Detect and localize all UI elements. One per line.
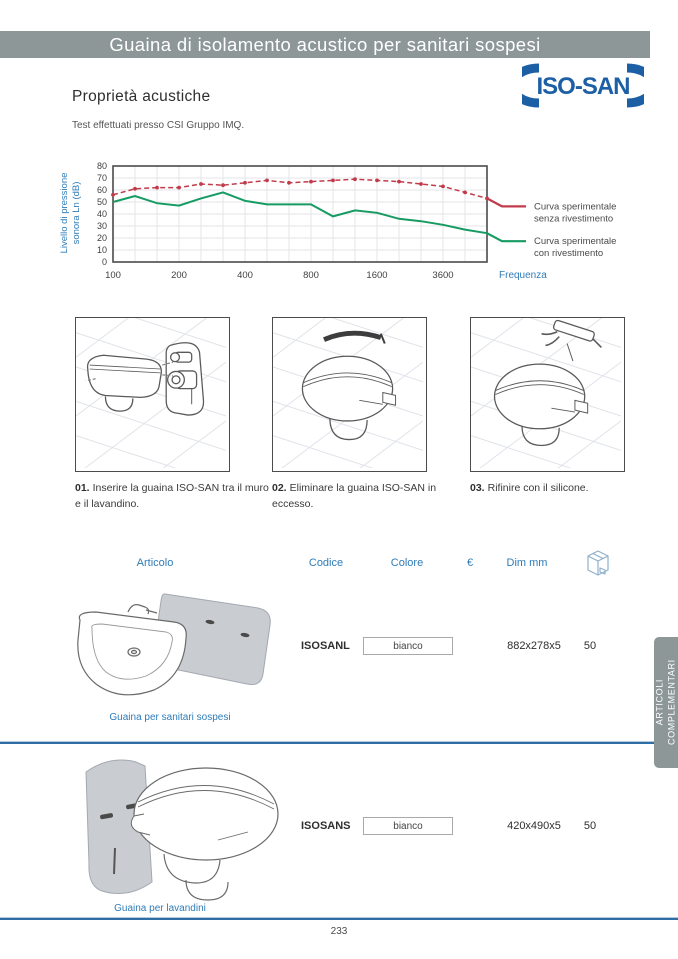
product-image-guaina-sanitari bbox=[77, 593, 271, 696]
step-3-caption: 03. Rifinire con il silicone. bbox=[470, 482, 589, 494]
logo-right-crescent bbox=[626, 63, 644, 108]
basin-and-wall-drawing bbox=[85, 342, 205, 416]
step-3-number: 03. bbox=[470, 482, 485, 494]
svg-text:10: 10 bbox=[97, 245, 107, 255]
product-caption-2: Guaina per lavandini bbox=[114, 903, 206, 914]
svg-text:50: 50 bbox=[97, 197, 107, 207]
svg-text:senza rivestimento: senza rivestimento bbox=[534, 213, 613, 224]
logo-text: ISO-SAN bbox=[536, 73, 629, 100]
basin-drawing bbox=[77, 604, 187, 696]
svg-text:0: 0 bbox=[102, 257, 107, 267]
column-header-articolo: Articolo bbox=[136, 557, 174, 569]
svg-text:400: 400 bbox=[237, 270, 253, 281]
svg-text:3600: 3600 bbox=[432, 270, 453, 281]
step-1-illustration bbox=[76, 318, 226, 468]
pack-qty-1: 50 bbox=[583, 640, 597, 652]
tile-grid bbox=[471, 318, 621, 468]
color-swatch-2: bianco bbox=[363, 817, 453, 835]
svg-text:30: 30 bbox=[97, 221, 107, 231]
dimensions-1: 882x278x5 bbox=[507, 640, 561, 652]
page-title: Guaina di isolamento acustico per sanita… bbox=[109, 33, 541, 55]
svg-text:40: 40 bbox=[97, 209, 107, 219]
step-2-panel bbox=[272, 317, 427, 472]
product-code-2: ISOSANS bbox=[301, 820, 351, 832]
svg-text:80: 80 bbox=[97, 161, 107, 171]
column-header-euro: € bbox=[466, 557, 474, 569]
side-tab-label: ARTICOLI COMPLEMENTARI bbox=[654, 659, 678, 746]
dimensions-2: 420x490x5 bbox=[507, 820, 561, 832]
toilet-drawing bbox=[301, 330, 397, 441]
step-2-number: 02. bbox=[272, 482, 287, 494]
product-caption-1: Guaina per sanitari sospesi bbox=[109, 712, 231, 723]
section-subheading: Test effettuati presso CSI Gruppo IMQ. bbox=[72, 120, 245, 131]
svg-text:60: 60 bbox=[97, 185, 107, 195]
package-icon bbox=[587, 550, 609, 576]
footer-rule bbox=[0, 917, 678, 920]
chart-y-axis-label: Livello di pressione sonora Ln (dB) bbox=[58, 172, 82, 254]
color-swatch-1: bianco bbox=[363, 637, 453, 655]
svg-text:20: 20 bbox=[97, 233, 107, 243]
step-2-caption: 02. Eliminare la guaina ISO-SAN in eccess… bbox=[272, 482, 437, 510]
sheath-panel bbox=[152, 593, 271, 685]
page-title-bar: Guaina di isolamento acustico per sanita… bbox=[0, 31, 650, 58]
svg-text:Curva sperimentale: Curva sperimentale bbox=[534, 201, 616, 212]
svg-text:100: 100 bbox=[105, 270, 121, 281]
product-image-guaina-lavandini bbox=[85, 759, 279, 901]
column-header-dim: Dim mm bbox=[506, 557, 548, 569]
svg-text:con rivestimento: con rivestimento bbox=[534, 248, 603, 259]
svg-text:200: 200 bbox=[171, 270, 187, 281]
pack-qty-2: 50 bbox=[583, 820, 597, 832]
chart-plot: 0 10 20 30 40 50 60 70 80 100 200 400 800 1600 3600 Fre… bbox=[97, 161, 616, 281]
toilet-drawing bbox=[130, 767, 279, 901]
step-3-illustration bbox=[471, 318, 621, 468]
isosan-logo: ISO-SAN bbox=[522, 63, 644, 108]
step-3-panel bbox=[470, 317, 625, 472]
step-1-panel bbox=[75, 317, 230, 472]
sheath-panel bbox=[85, 759, 153, 894]
svg-text:Curva sperimentale: Curva sperimentale bbox=[534, 236, 616, 247]
svg-text:800: 800 bbox=[303, 270, 319, 281]
svg-text:70: 70 bbox=[97, 173, 107, 183]
column-header-colore: Colore bbox=[390, 557, 424, 569]
side-tab-articoli-complementari[interactable]: ARTICOLI COMPLEMENTARI bbox=[654, 637, 678, 768]
acoustic-chart: Livello di pressione sonora Ln (dB) 0 10 2… bbox=[55, 155, 670, 290]
svg-text:Frequenza: Frequenza bbox=[499, 270, 547, 281]
column-header-codice: Codice bbox=[308, 557, 344, 569]
page-number: 233 bbox=[330, 926, 348, 937]
step-1-caption: 01. Inserire la guaina ISO-SAN tra il mur… bbox=[75, 482, 269, 510]
product-code-1: ISOSANL bbox=[301, 640, 350, 652]
step-2-illustration bbox=[273, 318, 423, 468]
toilet-silicone-drawing bbox=[493, 319, 602, 447]
section-heading: Proprietà acustiche bbox=[72, 88, 211, 105]
svg-text:1600: 1600 bbox=[366, 270, 387, 281]
row-divider-rule bbox=[0, 741, 654, 744]
step-1-number: 01. bbox=[75, 482, 90, 494]
logo-left-crescent bbox=[522, 63, 540, 108]
